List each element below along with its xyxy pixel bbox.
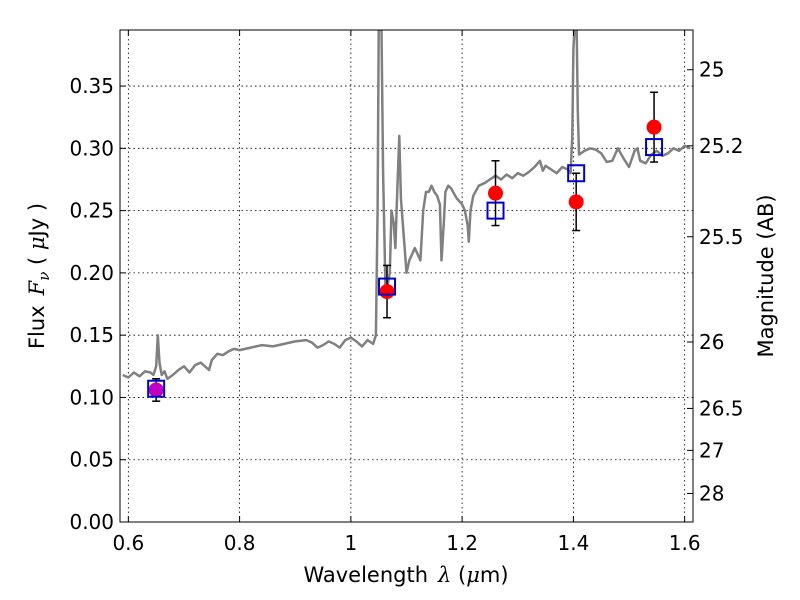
y-tick-label: 0.00	[69, 510, 114, 534]
y2-tick-label: 26	[699, 330, 724, 354]
model-flux-square	[147, 379, 166, 398]
x-tick-label: 0.6	[112, 531, 144, 555]
observed-flux-point	[646, 119, 662, 135]
y2-tick-label: 26.5	[699, 396, 744, 420]
y-tick-label: 0.05	[69, 448, 114, 472]
y2-tick-label: 25.5	[699, 225, 744, 249]
plot-frame	[119, 29, 694, 523]
y2-tick-label: 27	[699, 438, 724, 462]
model-spectrum-line	[122, 30, 691, 381]
y2-tick-label: 25.2	[699, 134, 744, 158]
model-flux-square	[567, 164, 586, 183]
plot-area	[120, 30, 693, 522]
model-flux-square	[486, 201, 505, 220]
y-tick-label: 0.35	[69, 74, 114, 98]
y2-tick-label: 28	[699, 481, 724, 505]
model-flux-square	[378, 277, 397, 296]
y-tick-label: 0.25	[69, 199, 114, 223]
y-axis-label: FluxFν ( μJy )	[25, 203, 53, 349]
y2-tick-label: 25	[699, 58, 724, 82]
y2-axis-label: Magnitude (AB)	[754, 194, 778, 357]
x-tick-label: 1.6	[669, 531, 701, 555]
y-tick-label: 0.30	[69, 136, 114, 160]
observed-flux-point	[148, 382, 164, 398]
observed-flux-point	[488, 185, 504, 201]
x-tick-label: 0.8	[224, 531, 256, 555]
x-tick-label: 1	[345, 531, 358, 555]
data-layer	[122, 30, 691, 402]
x-tick-label: 1.2	[446, 531, 478, 555]
y-tick-label: 0.20	[69, 261, 114, 285]
observed-flux-point	[568, 194, 584, 210]
y-tick-label: 0.10	[69, 385, 114, 409]
y-tick-label: 0.15	[69, 323, 114, 347]
model-flux-square	[645, 138, 664, 157]
observed-flux-point	[379, 284, 395, 300]
x-tick-label: 1.4	[557, 531, 589, 555]
axes: 0.6 0.8 1 1.2 1.4 1.6 0.00 0.05 0.10 0.15 0.20 0.25…	[69, 30, 744, 555]
x-axis-label: Wavelength λ (μm)	[303, 563, 508, 587]
